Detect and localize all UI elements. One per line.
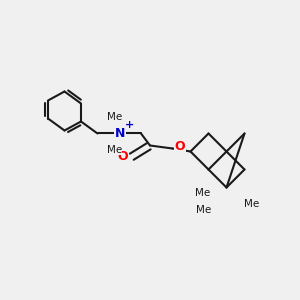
Text: +: + <box>125 120 134 130</box>
Text: N: N <box>115 127 125 140</box>
Text: Me: Me <box>107 112 122 122</box>
Text: O: O <box>118 149 128 163</box>
Text: Me: Me <box>244 199 260 209</box>
Text: O: O <box>175 140 185 153</box>
Text: Me: Me <box>195 188 210 199</box>
Text: Me: Me <box>196 205 211 215</box>
Text: Me: Me <box>107 145 122 155</box>
